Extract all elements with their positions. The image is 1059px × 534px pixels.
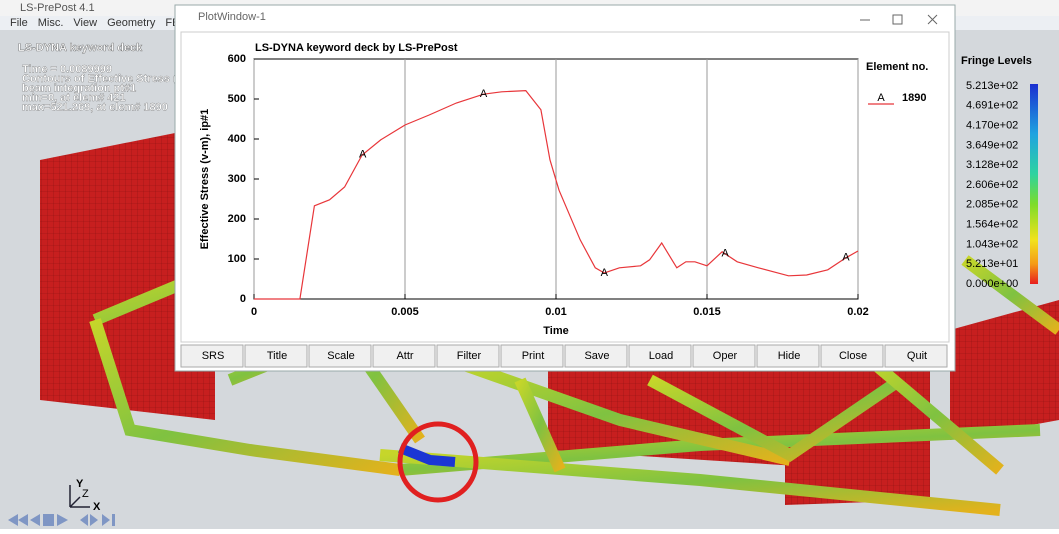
fringe-level: 1.043e+02: [966, 238, 1018, 250]
x-tick-label: 0.01: [545, 306, 566, 318]
button-label[interactable]: Attr: [396, 350, 413, 362]
x-tick-label: 0.005: [391, 306, 419, 318]
fringe-level: 0.000e+00: [966, 278, 1018, 290]
button-label[interactable]: SRS: [202, 350, 225, 362]
menu-item[interactable]: File: [10, 17, 28, 29]
fringe-level: 4.691e+02: [966, 100, 1018, 112]
legend-marker: A: [877, 92, 885, 104]
x-tick-label: 0.02: [847, 306, 868, 318]
x-axis-label: Time: [543, 325, 568, 337]
button-label[interactable]: Scale: [327, 350, 355, 362]
button-label[interactable]: Close: [839, 350, 867, 362]
y-tick-label: 400: [228, 133, 246, 145]
fringe-title: Fringe Levels: [961, 55, 1032, 67]
y-axis-label: Effective Stress (v-m), ip#1: [199, 109, 211, 250]
fringe-level: 3.649e+02: [966, 139, 1018, 151]
screen: LS-PrePost 4.1 FileMisc.ViewGeometryFEM …: [0, 0, 1059, 529]
button-label[interactable]: Print: [522, 350, 545, 362]
app-title: LS-PrePost 4.1: [20, 2, 95, 14]
series-marker: A: [842, 252, 850, 264]
y-tick-label: 200: [228, 213, 246, 225]
menu-item[interactable]: Geometry: [107, 17, 156, 29]
fringe-level: 2.606e+02: [966, 179, 1018, 191]
series-marker: A: [721, 248, 729, 260]
y-tick-label: 0: [240, 293, 246, 305]
fringe-level: 1.564e+02: [966, 219, 1018, 231]
series-marker: A: [480, 88, 488, 100]
x-tick-label: 0.015: [693, 306, 721, 318]
button-label[interactable]: Title: [267, 350, 287, 362]
button-label[interactable]: Oper: [713, 350, 738, 362]
fringe-level: 3.128e+02: [966, 159, 1018, 171]
window-title: PlotWindow-1: [198, 11, 266, 23]
y-tick-label: 100: [228, 253, 246, 265]
triad-label: X: [93, 501, 101, 513]
button-label[interactable]: Filter: [457, 350, 482, 362]
fringe-level: 4.170e+02: [966, 120, 1018, 132]
x-tick-label: 0: [251, 306, 257, 318]
triad-label: Z: [82, 488, 89, 500]
legend-label: 1890: [902, 92, 926, 104]
fringe-colorbar: [1030, 84, 1038, 284]
chart-title: LS-DYNA keyword deck by LS-PrePost: [255, 42, 458, 54]
y-tick-label: 600: [228, 53, 246, 65]
button-label[interactable]: Hide: [778, 350, 801, 362]
series-marker: A: [359, 148, 367, 160]
overlay-text: max=521.269, at elem# 1890: [22, 101, 168, 113]
menu-item[interactable]: Misc.: [38, 17, 64, 29]
y-tick-label: 500: [228, 93, 246, 105]
fringe-level: 5.213e+01: [966, 258, 1018, 270]
legend-title: Element no.: [866, 61, 928, 73]
y-tick-label: 300: [228, 173, 246, 185]
plot-canvas: [181, 32, 949, 342]
button-label[interactable]: Save: [584, 350, 609, 362]
menu-item[interactable]: View: [73, 17, 97, 29]
button-label[interactable]: Load: [649, 350, 673, 362]
button-label[interactable]: Quit: [907, 350, 927, 362]
fringe-level: 5.213e+02: [966, 80, 1018, 92]
series-marker: A: [601, 267, 609, 279]
overlay-text: LS-DYNA keyword deck: [18, 42, 143, 54]
fringe-level: 2.085e+02: [966, 199, 1018, 211]
